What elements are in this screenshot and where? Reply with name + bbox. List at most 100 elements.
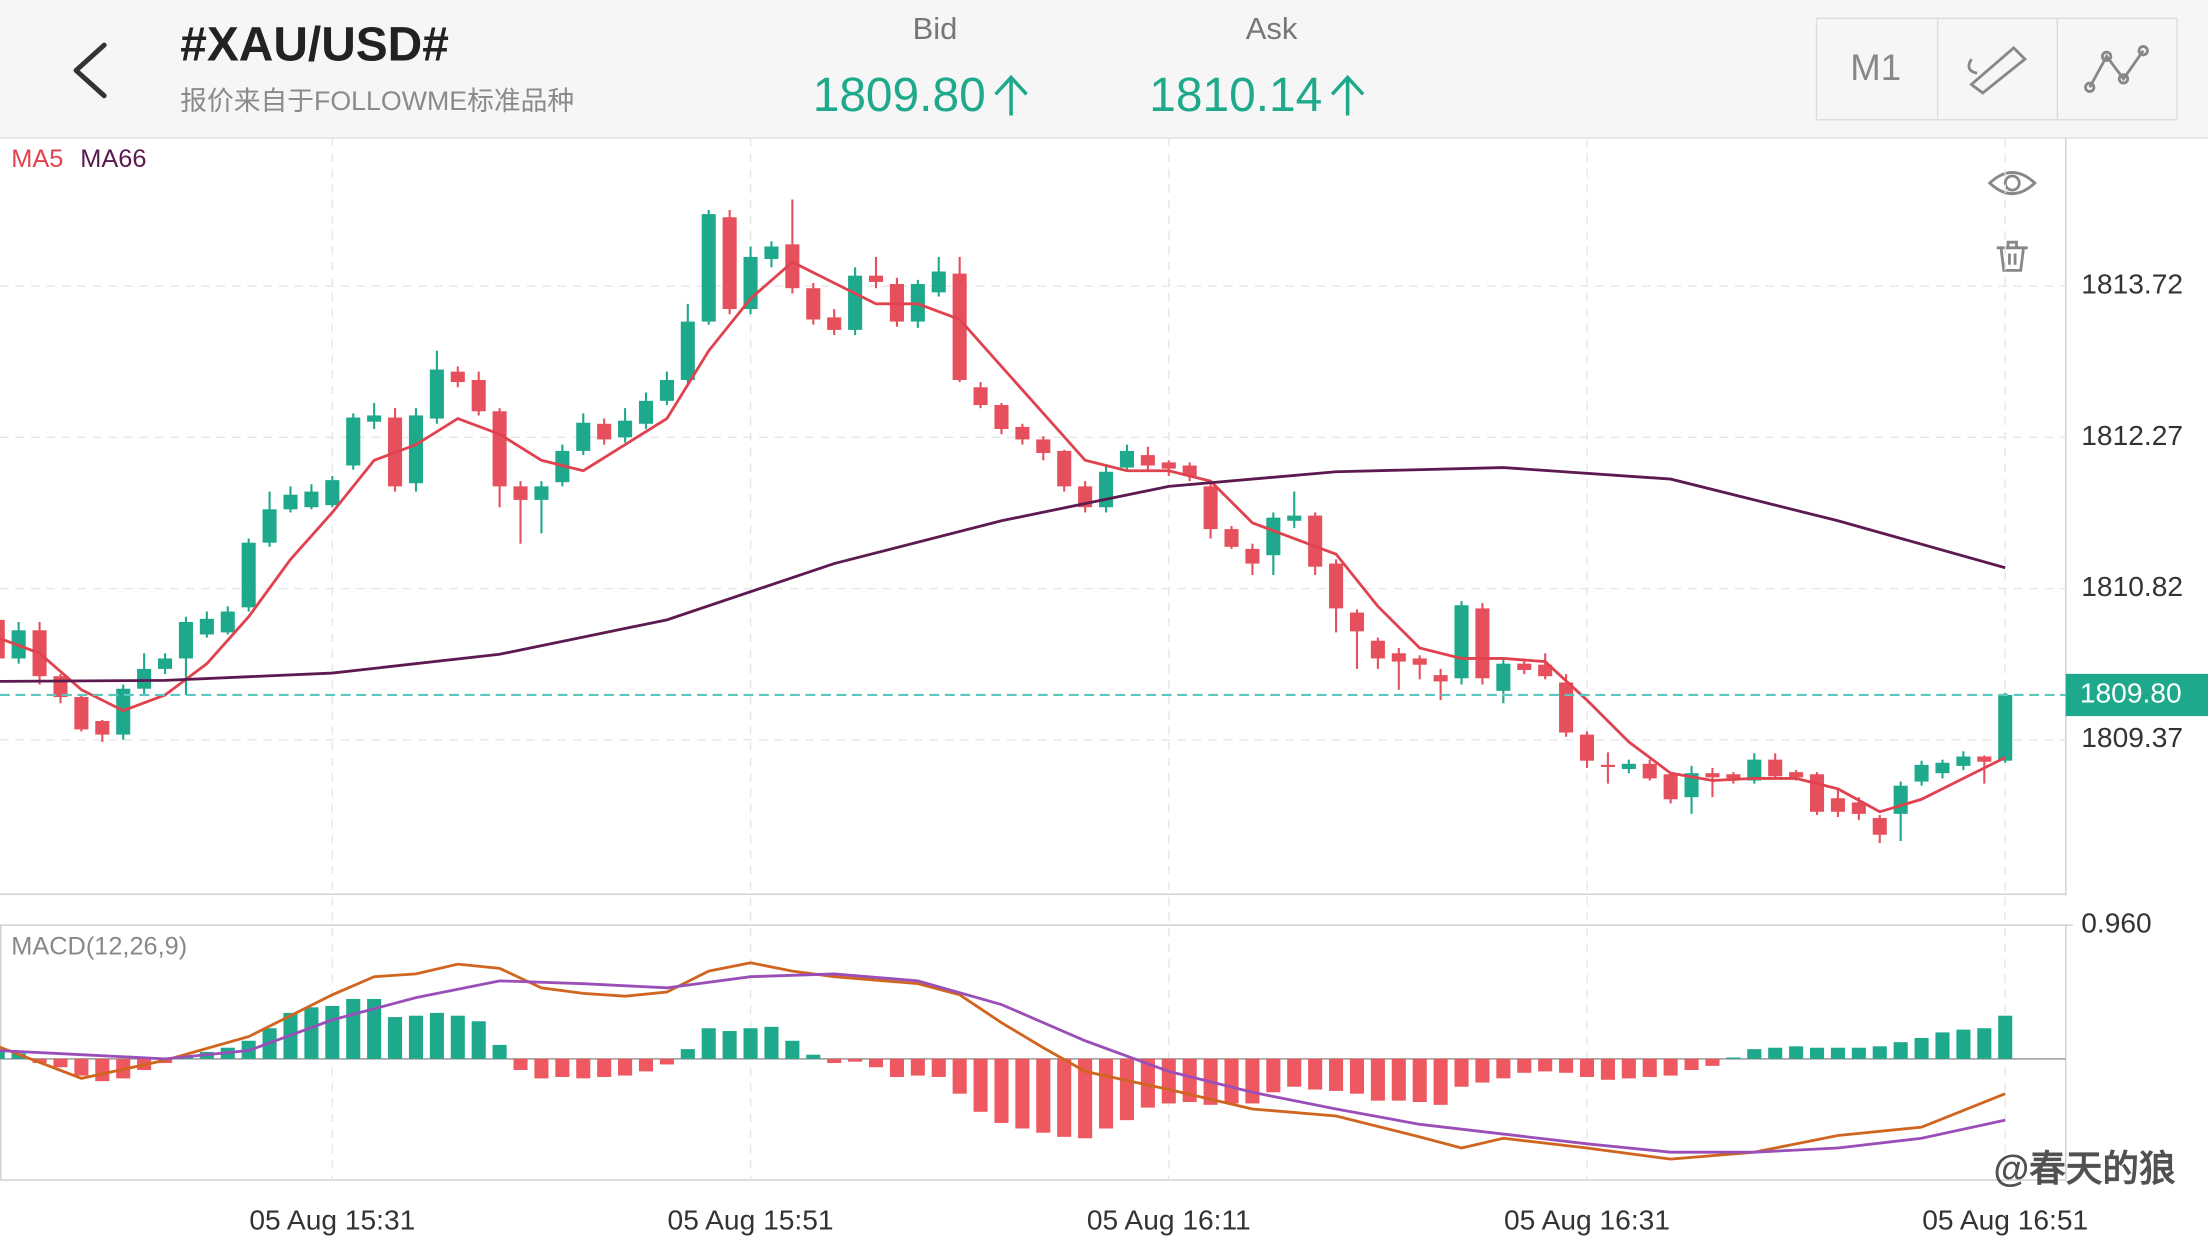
back-button[interactable]	[73, 42, 107, 99]
candle-body	[262, 509, 277, 543]
macd-bar	[95, 1058, 110, 1082]
draw-tool-button[interactable]	[1967, 45, 2028, 95]
macd-bar	[367, 998, 382, 1059]
macd-bar	[827, 1058, 842, 1064]
macd-bar	[53, 1058, 68, 1068]
candle-body	[283, 494, 298, 510]
macd-bar	[1851, 1047, 1866, 1059]
macd-bar	[1036, 1058, 1051, 1133]
macd-bar	[346, 998, 361, 1059]
macd-bar	[1349, 1058, 1365, 1094]
candle-body	[1579, 734, 1595, 761]
macd-bar	[1370, 1058, 1385, 1101]
ask-up-arrow	[1330, 74, 1365, 116]
indicator-title: MACD(12,26,9)	[11, 932, 187, 960]
candle-body	[1663, 774, 1678, 800]
indicator-line	[0, 961, 2006, 1161]
candle-body	[534, 486, 549, 500]
macd-bar	[931, 1058, 946, 1077]
macd-bar	[388, 1017, 403, 1059]
indicator-button[interactable]	[2084, 45, 2149, 93]
macd-bar	[1914, 1037, 1929, 1059]
candle-body	[1349, 612, 1365, 632]
candle-body	[199, 618, 214, 635]
candle-body	[638, 400, 654, 424]
candle-body	[994, 405, 1009, 430]
macd-bar	[555, 1058, 570, 1077]
macd-bar	[1956, 1029, 1971, 1059]
x-tick-label: 05 Aug 16:31	[1504, 1205, 1670, 1236]
macd-bar	[1454, 1058, 1469, 1087]
candle-body	[1433, 675, 1448, 682]
candle-body	[785, 244, 800, 289]
ask-price: 1810.14	[1149, 69, 1322, 122]
candle-body	[1057, 450, 1072, 487]
x-tick-label: 05 Aug 16:11	[1087, 1205, 1251, 1236]
macd-bar	[1768, 1047, 1783, 1059]
symbol: #XAU/USD#	[180, 19, 449, 72]
macd-bar	[408, 1015, 424, 1059]
macd-bar	[889, 1058, 904, 1077]
delete-icon[interactable]	[1996, 240, 2028, 272]
macd-bar	[1057, 1058, 1072, 1137]
timeframe-button[interactable]: M1	[1850, 47, 1901, 88]
candle-body	[220, 611, 235, 633]
macd-bar	[1600, 1058, 1615, 1080]
candle-body	[450, 371, 465, 383]
candle-body	[1538, 664, 1553, 677]
current-price-label: 1809.80	[2080, 677, 2182, 708]
indicator-line	[0, 466, 2006, 683]
candle-body	[1015, 426, 1030, 440]
candle-body	[1872, 818, 1887, 835]
candle-body	[1287, 515, 1302, 521]
candle-body	[1140, 455, 1155, 466]
candle-body	[1914, 764, 1929, 782]
macd-bar	[638, 1058, 654, 1072]
candle-body	[1809, 774, 1825, 812]
candle-body	[367, 415, 382, 422]
candle-body	[1705, 773, 1720, 778]
macd-bar	[1161, 1058, 1176, 1104]
macd-bar	[1475, 1058, 1490, 1083]
macd-bar	[1015, 1058, 1030, 1129]
candle-body	[1412, 658, 1427, 665]
quote-source: 报价来自于FOLLOWME标准品种	[180, 86, 574, 116]
macd-bar	[1893, 1042, 1908, 1059]
macd-bar	[1308, 1058, 1323, 1090]
candle-body	[1245, 548, 1260, 564]
candle-body	[1203, 486, 1218, 530]
macd-bar	[806, 1054, 821, 1059]
candle-body	[1956, 756, 1971, 766]
macd-bar	[659, 1058, 674, 1065]
candle-body	[1935, 762, 1950, 774]
eye-icon[interactable]	[1987, 171, 2037, 196]
candle-body	[576, 422, 591, 451]
macd-bar	[1998, 1015, 2013, 1059]
candle-body	[1475, 608, 1490, 679]
macd-bar	[952, 1058, 967, 1094]
macd-bar	[1809, 1047, 1825, 1059]
macd-bar	[450, 1015, 465, 1059]
candle-body	[1182, 465, 1197, 476]
candle-body	[868, 275, 884, 282]
macd-bar	[973, 1058, 988, 1112]
macd-bar	[1078, 1058, 1093, 1139]
candle-body	[1454, 605, 1469, 679]
watermark: @春天的狼	[1993, 1148, 2176, 1189]
candle-body	[1391, 653, 1406, 662]
macd-bar	[701, 1028, 716, 1059]
candle-body	[1496, 663, 1511, 691]
macd-bar	[1579, 1058, 1595, 1077]
candle-body	[743, 256, 758, 310]
macd-bar	[1433, 1058, 1448, 1105]
candle-body	[1266, 517, 1281, 556]
macd-bar	[1245, 1058, 1260, 1104]
macd-bar	[680, 1049, 695, 1059]
current-price-tag	[2065, 673, 2208, 717]
candle-body	[1768, 759, 1783, 777]
macd-bar	[74, 1058, 89, 1076]
candle-body	[1893, 785, 1908, 814]
candle-body	[408, 415, 424, 484]
candle-body	[952, 273, 967, 380]
